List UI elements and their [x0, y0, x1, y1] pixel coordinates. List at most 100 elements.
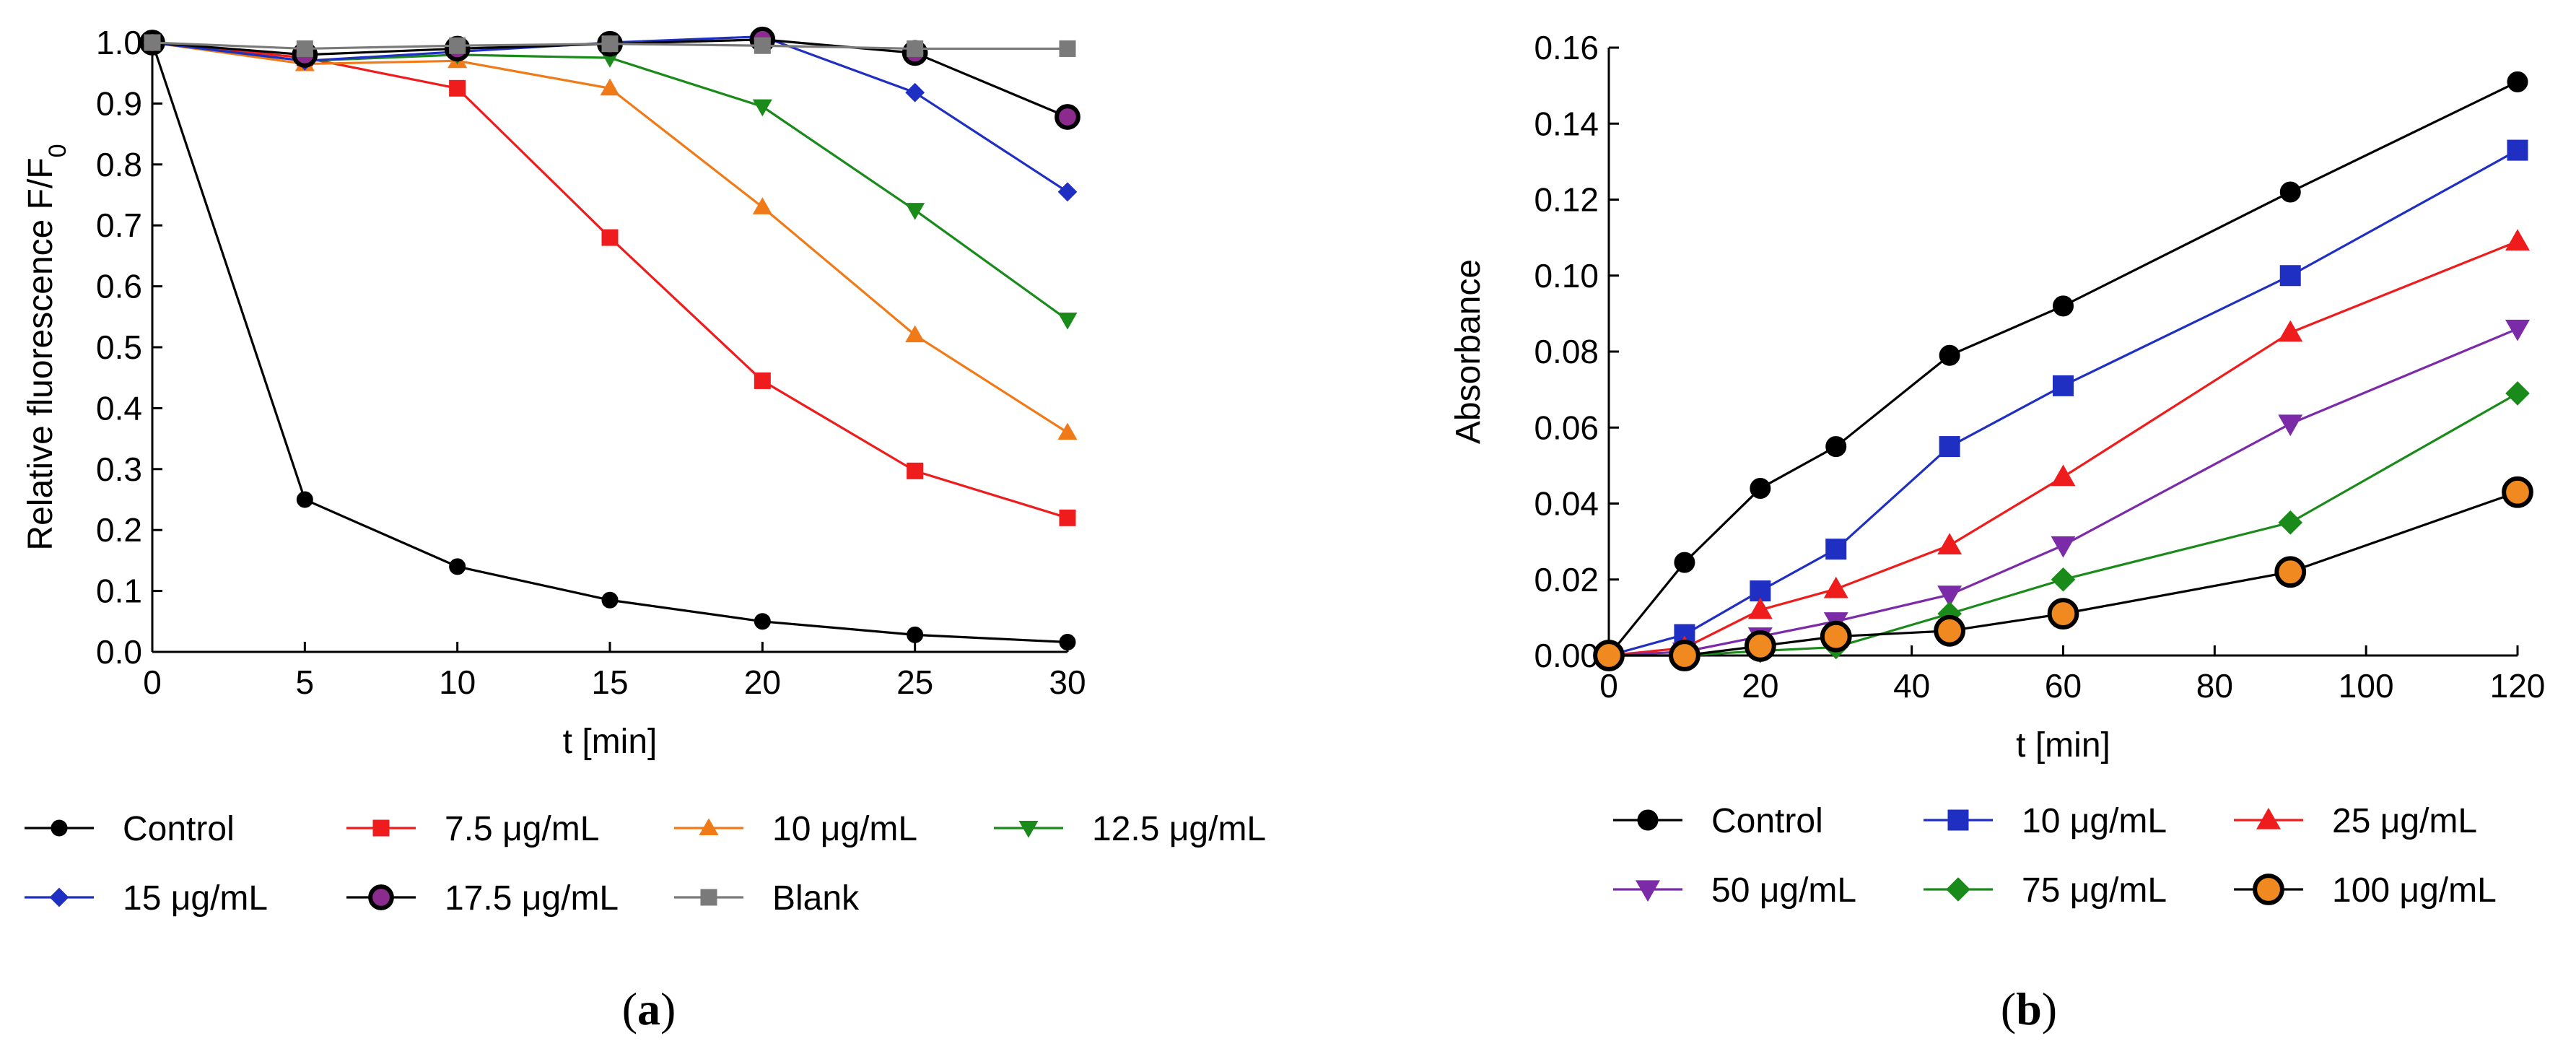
panel-a-series-blank-point	[1059, 40, 1076, 57]
panel-a-label: (a)	[622, 983, 676, 1035]
panel-b-series-control-point	[2507, 71, 2528, 92]
panel-a-series-blank	[144, 34, 1076, 57]
panel-b-series-control-point	[1674, 552, 1695, 573]
panel-b-legend-item-75-g-ml: 75 μg/mL	[1924, 871, 2167, 910]
panel-a-y-tick-label: 0.3	[96, 450, 142, 488]
panel-a-legend-item-15-g-ml-label: 15 μg/mL	[123, 879, 268, 918]
panel-a-legend-item-blank-swatch-marker	[700, 889, 717, 906]
panel-a-series-12-5-g-ml-point	[905, 203, 925, 220]
panel-a-y-tick-label: 0.0	[96, 633, 142, 671]
panel-a-series-control-point	[754, 613, 771, 630]
panel-a-legend-item-7-5-g-ml-swatch-marker	[372, 819, 390, 837]
panel-b-series-100-g-ml-point	[2047, 598, 2079, 630]
panel-b-series-25-g-ml-point	[1937, 533, 1962, 554]
panel-b-x-tick-label: 0	[1599, 667, 1618, 705]
panel-a-series-10-g-ml-point	[752, 197, 772, 214]
panel-a-series-7-5-g-ml-line	[152, 41, 1068, 519]
panel-a-series-control-point	[1059, 633, 1076, 650]
panel-a-x-tick-label: 30	[1049, 663, 1086, 701]
panel-b-series-50-g-ml-point	[2051, 536, 2076, 558]
panel-b-series-50-g-ml-point	[2505, 319, 2530, 341]
panel-b-legend-item-50-g-ml-label: 50 μg/mL	[1711, 871, 1856, 910]
panel-b-x-tick-label: 40	[1893, 667, 1930, 705]
panel-a-legend-item-10-g-ml-label: 10 μg/mL	[772, 810, 917, 848]
panel-a-legend-item-10-g-ml: 10 μg/mL	[674, 810, 917, 848]
panel-b-legend-item-50-g-ml-swatch-marker	[1636, 880, 1660, 902]
panel-b-x-tick-label: 100	[2339, 667, 2394, 705]
panel-b-legend-item-control-label: Control	[1711, 802, 1823, 840]
panel-b-series-10-g-ml-point	[2507, 139, 2528, 161]
panel-a-y-tick-label: 1.0	[96, 24, 142, 61]
panel-a-x-tick-label: 15	[591, 663, 628, 701]
panel-b-y-tick-label: 0.14	[1534, 105, 1599, 142]
panel-a-y-tick-label: 0.2	[96, 511, 142, 549]
panel-a-y-tick-label: 0.1	[96, 572, 142, 610]
panel-b-series-100-g-ml-point	[1669, 640, 1700, 671]
panel-b-series-50-g-ml-point	[2278, 414, 2303, 437]
panel-b-y-tick-label: 0.00	[1534, 637, 1599, 674]
panel-a-series-17-5-g-ml-point	[1055, 104, 1080, 130]
panel-a-y-tick-label: 0.6	[96, 268, 142, 305]
panel-a-series-7-5-g-ml-point	[907, 462, 924, 479]
panel-b-y-tick-label: 0.16	[1534, 29, 1599, 66]
panel-a-series-10-g-ml-point	[905, 325, 925, 343]
panel-b-legend-item-25-g-ml: 25 μg/mL	[2234, 802, 2477, 840]
panel-b: 0 20 40 60 80 100 120 0.00 0.02 0.04 0.06 0.08 0.10 0…	[1449, 29, 2545, 1035]
panel-a-legend-item-7-5-g-ml-label: 7.5 μg/mL	[445, 810, 599, 848]
panel-b-y-tick-label: 0.04	[1534, 485, 1599, 523]
panel-a-x-tick-label: 20	[744, 663, 781, 701]
panel-a-legend-item-17-5-g-ml-label: 17.5 μg/mL	[445, 879, 619, 918]
panel-b-y-tick-label: 0.02	[1534, 561, 1599, 598]
panel-a-legend-item-blank-label: Blank	[772, 879, 860, 918]
panel-a-y-axis-title-subscript: 0	[44, 144, 71, 157]
panel-b-series-25-g-ml-line	[1608, 240, 2518, 657]
panel-b-legend-item-75-g-ml-swatch-marker	[1946, 877, 1970, 902]
panel-a-y-tick-label: 0.4	[96, 389, 142, 427]
panel-a-series-control-point	[601, 591, 619, 609]
panel-a-series-blank-point	[907, 40, 924, 57]
panel-a-y-axis-title: Relative fluorescence F/F0	[22, 144, 71, 550]
panel-b-legend-item-control: Control	[1613, 802, 1823, 840]
panel-b-legend-item-25-g-ml-label: 25 μg/mL	[2332, 802, 2477, 840]
panel-a: 0 5 10 15 20 25 30 0.0 0.1 0.2 0.3 0.4 0.5 0.6 0.7 0.8 0…	[22, 24, 1266, 1035]
panel-a-series-7-5-g-ml-point	[449, 79, 466, 97]
panel-a-x-tick-label: 25	[896, 663, 933, 701]
panel-b-legend-item-100-g-ml-swatch-marker	[2253, 874, 2284, 905]
panel-b-series-control	[1598, 71, 2528, 666]
panel-a-x-tick-label: 10	[439, 663, 476, 701]
panel-a-legend-item-control: Control	[25, 810, 235, 848]
panel-a-y-tick-label: 0.9	[96, 84, 142, 122]
panel-b-x-tick-label: 80	[2196, 667, 2233, 705]
panel-a-series-10-g-ml-point	[1057, 422, 1078, 440]
panel-b-series-10-g-ml-point	[2279, 265, 2301, 287]
panel-b-y-tick-label: 0.08	[1534, 333, 1599, 370]
panel-a-series-blank-point	[296, 40, 313, 57]
panel-a-legend: Control 7.5 μg/mL 10 μg/mL 12.5 μg/mL 15 μg/…	[25, 810, 1266, 918]
panel-a-legend-item-7-5-g-ml: 7.5 μg/mL	[346, 810, 599, 848]
panel-b-series-100-g-ml-point	[1593, 640, 1625, 671]
panel-a-legend-item-12-5-g-ml-label: 12.5 μg/mL	[1092, 810, 1266, 848]
panel-a-label-text: a	[637, 983, 660, 1035]
panel-a-series-control-point	[449, 558, 466, 575]
panel-a-legend-item-17-5-g-ml-swatch-marker	[368, 884, 394, 910]
panel-b-series-control-point	[1750, 477, 1771, 499]
panel-a-series-15-g-ml-point	[1057, 182, 1078, 202]
panel-a-legend-item-10-g-ml-swatch-marker	[699, 818, 719, 835]
panel-b-series-10-g-ml-point	[1825, 539, 1847, 560]
panel-b-y-tick-label: 0.12	[1534, 181, 1599, 219]
panel-a-legend-item-12-5-g-ml: 12.5 μg/mL	[994, 810, 1266, 848]
panel-a-legend-item-blank: Blank	[674, 879, 860, 918]
panel-b-series-control-point	[1939, 344, 1960, 366]
panel-b-series-control-line	[1607, 80, 2518, 657]
panel-b-y-tick-label: 0.06	[1534, 409, 1599, 446]
panel-a-series-10-g-ml-point	[600, 78, 620, 96]
panel-b-label-text: b	[2016, 983, 2042, 1035]
panel-b-legend-item-10-g-ml-label: 10 μg/mL	[2022, 802, 2167, 840]
panel-a-legend-item-15-g-ml: 15 μg/mL	[25, 879, 268, 918]
panel-b-x-tick-label: 20	[1742, 667, 1778, 705]
panel-a-series-12-5-g-ml-point	[752, 99, 772, 117]
panel-b-series-100-g-ml-point	[1820, 620, 1852, 653]
panel-a-series-7-5-g-ml	[144, 34, 1076, 526]
panel-b-series-control-point	[2053, 295, 2074, 317]
panel-a-y-tick-label: 0.5	[96, 328, 142, 366]
